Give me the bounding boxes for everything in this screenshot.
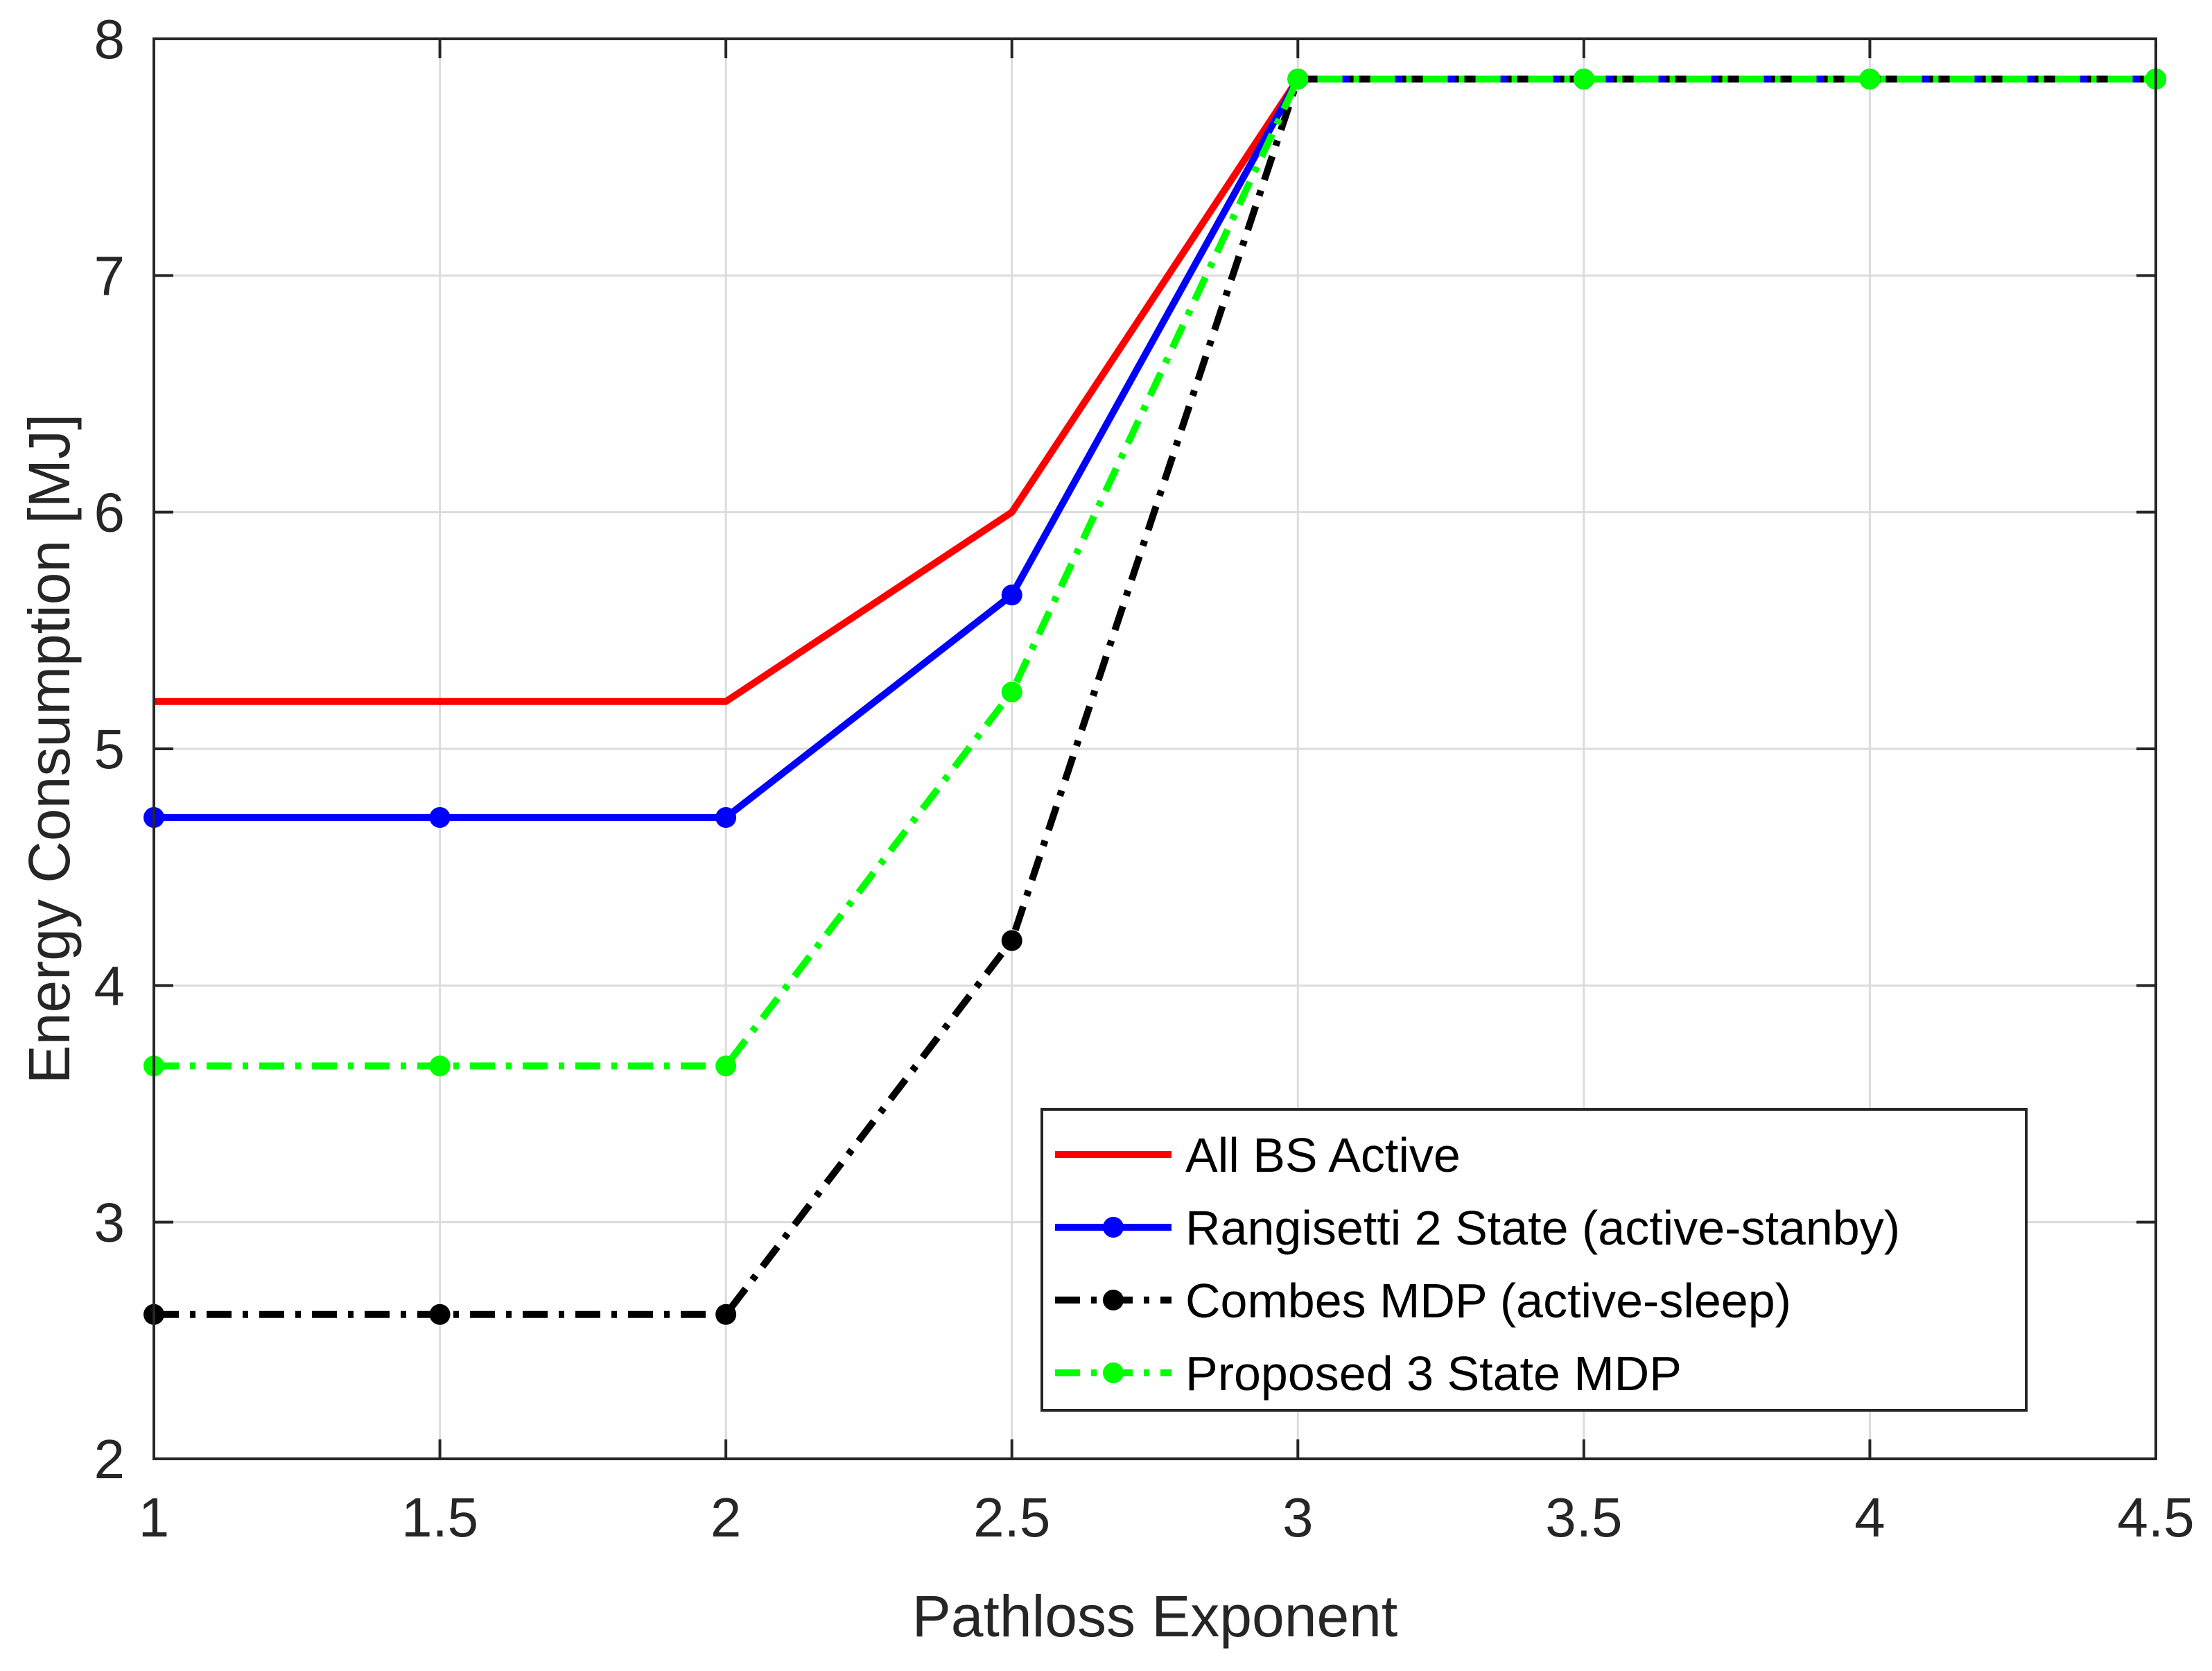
x-tick-labels: 1 1.5 2 2.5 3 3.5 4 4.5 [139,1487,2195,1548]
data-point [429,1304,451,1325]
y-tick-label: 6 [94,482,125,544]
y-tick-label: 2 [94,1428,125,1490]
x-tick-label: 1 [139,1487,170,1548]
x-tick-label: 1.5 [401,1487,478,1548]
data-point [715,1055,737,1077]
data-point [429,806,451,828]
data-point [1001,585,1022,606]
legend-label: Proposed 3 State MDP [1185,1347,1682,1401]
x-axis-label: Pathloss Exponent [912,1584,1397,1649]
data-point [1287,69,1309,90]
legend-marker [1103,1217,1124,1238]
legend-entry: Proposed 3 State MDP [1055,1347,1682,1401]
x-tick-label: 2 [711,1487,742,1548]
series-line [154,76,2156,1070]
legend: All BS Active Rangisetti 2 State (active-… [1040,1108,2028,1412]
tick-marks [153,37,2157,1460]
y-tick-label: 4 [94,955,125,1016]
y-tick-label: 7 [94,245,125,306]
y-tick-label: 3 [94,1192,125,1254]
legend-label: All BS Active [1185,1128,1461,1182]
y-tick-labels: 2 3 4 5 6 7 8 [94,8,125,1490]
y-tick-label: 8 [94,8,125,70]
data-point [715,1304,737,1325]
data-point [1001,682,1022,703]
data-point [1573,69,1594,90]
legend-entry: Combes MDP (active-sleep) [1055,1274,1791,1328]
legend-entry: Rangisetti 2 State (active-stanby) [1055,1201,1900,1255]
y-tick-label: 5 [94,718,125,780]
legend-label: Combes MDP (active-sleep) [1185,1274,1791,1328]
legend-entry: All BS Active [1055,1128,1461,1182]
x-tick-label: 4 [1854,1487,1886,1548]
y-axis-label: Energy Consumption [MJ] [17,414,82,1084]
x-tick-label: 2.5 [973,1487,1050,1548]
legend-marker [1103,1362,1124,1383]
series-line [154,76,2156,821]
x-tick-label: 3.5 [1545,1487,1622,1548]
data-point [1859,69,1881,90]
series-layer [143,69,2166,1325]
series-line [154,76,2156,1318]
data-point [1001,930,1022,951]
legend-box [1040,1108,2028,1412]
legend-marker [1103,1290,1124,1310]
data-point [429,1055,451,1077]
x-tick-label: 4.5 [2117,1487,2194,1548]
x-tick-label: 3 [1282,1487,1314,1548]
legend-label: Rangisetti 2 State (active-stanby) [1185,1201,1900,1255]
data-point [715,806,737,828]
series-4 [143,69,2166,1077]
